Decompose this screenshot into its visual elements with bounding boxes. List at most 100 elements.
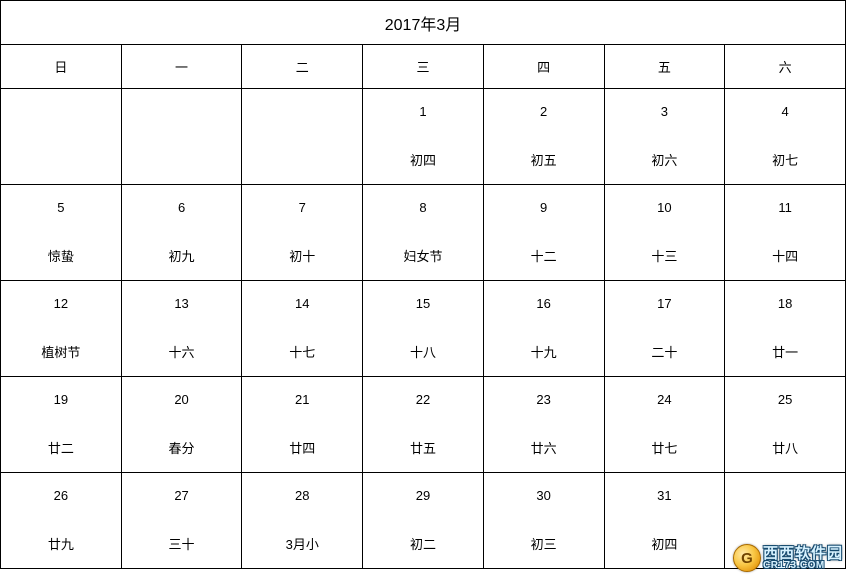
calendar-day-cell: 22 廿五 — [363, 377, 484, 473]
gregorian-date: 15 — [416, 296, 430, 311]
gregorian-date: 26 — [54, 488, 68, 503]
calendar-day-cell: 7 初十 — [242, 185, 363, 281]
lunar-label: 廿五 — [410, 438, 436, 457]
calendar-day-cell: 21廿四 — [242, 377, 363, 473]
gregorian-date: 27 — [174, 488, 188, 503]
calendar-day-cell: 5 惊蛰 — [1, 185, 122, 281]
lunar-label: 廿七 — [651, 438, 677, 457]
gregorian-date: 19 — [54, 392, 68, 407]
calendar-day-cell: 6初九 — [121, 185, 242, 281]
dow-mon: 一 — [121, 45, 242, 89]
calendar-week-row: 5 惊蛰 6初九 7 初十 8 妇女节 9 十二 10 十三 11 十四 — [1, 185, 846, 281]
lunar-label: 初二 — [410, 534, 436, 553]
calendar-day-cell: 26 廿九 — [1, 473, 122, 569]
gregorian-date: 30 — [536, 488, 550, 503]
calendar-week-row: 26 廿九 27 三十 28 3月小 29 初二 30 初三 31初四 — [1, 473, 846, 569]
gregorian-date: 9 — [540, 200, 547, 215]
lunar-label: 廿八 — [772, 438, 798, 457]
calendar-week-row: 19 廿二 20 春分 21廿四 22 廿五 23 廿六 24 廿七 25 廿八 — [1, 377, 846, 473]
gregorian-date: 20 — [174, 392, 188, 407]
calendar-day-cell: 1 初四 — [363, 89, 484, 185]
gregorian-date: 17 — [657, 296, 671, 311]
calendar-day-cell: 12 植树节 — [1, 281, 122, 377]
lunar-label: 十四 — [772, 246, 798, 265]
gregorian-date: 5 — [57, 200, 64, 215]
calendar-day-cell: 10 十三 — [604, 185, 725, 281]
lunar-label: 3月小 — [286, 534, 319, 553]
calendar-day-cell: 27 三十 — [121, 473, 242, 569]
lunar-label: 初十 — [289, 246, 315, 265]
gregorian-date: 8 — [419, 200, 426, 215]
calendar-title: 2017年3月 — [1, 1, 846, 45]
calendar-day-cell: 23 廿六 — [483, 377, 604, 473]
calendar-day-cell: 28 3月小 — [242, 473, 363, 569]
lunar-label: 十八 — [410, 342, 436, 361]
lunar-label: 惊蛰 — [48, 246, 74, 265]
gregorian-date: 11 — [778, 200, 792, 215]
calendar-day-cell: 25 廿八 — [725, 377, 846, 473]
calendar-day-cell — [1, 89, 122, 185]
dow-fri: 五 — [604, 45, 725, 89]
lunar-label: 春分 — [169, 438, 195, 457]
lunar-label: 十七 — [289, 342, 315, 361]
lunar-label: 初四 — [410, 150, 436, 169]
calendar-day-cell: 17 二十 — [604, 281, 725, 377]
lunar-label: 初九 — [169, 246, 195, 265]
calendar-day-cell: 15 十八 — [363, 281, 484, 377]
gregorian-date: 1 — [419, 104, 426, 119]
calendar-day-cell — [242, 89, 363, 185]
calendar-day-cell: 24 廿七 — [604, 377, 725, 473]
gregorian-date: 28 — [295, 488, 309, 503]
lunar-label: 二十 — [651, 342, 677, 361]
calendar-day-cell: 9 十二 — [483, 185, 604, 281]
gregorian-date: 24 — [657, 392, 671, 407]
dow-sun: 日 — [1, 45, 122, 89]
lunar-label: 十二 — [531, 246, 557, 265]
dow-tue: 二 — [242, 45, 363, 89]
gregorian-date: 12 — [54, 296, 68, 311]
calendar-day-cell: 2 初五 — [483, 89, 604, 185]
lunar-label: 初三 — [531, 534, 557, 553]
lunar-label: 廿一 — [772, 342, 798, 361]
lunar-label: 廿六 — [531, 438, 557, 457]
gregorian-date: 10 — [657, 200, 671, 215]
gregorian-date: 18 — [778, 296, 792, 311]
gregorian-date: 7 — [299, 200, 306, 215]
calendar-day-cell: 31初四 — [604, 473, 725, 569]
lunar-label: 植树节 — [41, 342, 80, 361]
calendar-day-cell: 8 妇女节 — [363, 185, 484, 281]
lunar-label: 初七 — [772, 150, 798, 169]
lunar-label: 廿二 — [48, 438, 74, 457]
gregorian-date: 3 — [661, 104, 668, 119]
gregorian-date: 13 — [174, 296, 188, 311]
calendar-day-cell: 3 初六 — [604, 89, 725, 185]
lunar-label: 三十 — [169, 534, 195, 553]
gregorian-date: 4 — [781, 104, 788, 119]
calendar-week-row: 1 初四 2 初五 3 初六 4 初七 — [1, 89, 846, 185]
calendar-day-cell — [121, 89, 242, 185]
calendar-day-cell: 19 廿二 — [1, 377, 122, 473]
gregorian-date: 21 — [295, 392, 309, 407]
gregorian-date: 22 — [416, 392, 430, 407]
lunar-label: 初六 — [651, 150, 677, 169]
gregorian-date: 14 — [295, 296, 309, 311]
calendar-day-cell: 13十六 — [121, 281, 242, 377]
gregorian-date: 31 — [657, 488, 671, 503]
lunar-label: 十三 — [651, 246, 677, 265]
gregorian-date: 23 — [536, 392, 550, 407]
lunar-label: 妇女节 — [403, 246, 442, 265]
calendar-day-cell: 18 廿一 — [725, 281, 846, 377]
calendar-day-cell: 14 十七 — [242, 281, 363, 377]
dow-thu: 四 — [483, 45, 604, 89]
dow-sat: 六 — [725, 45, 846, 89]
gregorian-date: 25 — [778, 392, 792, 407]
gregorian-date: 29 — [416, 488, 430, 503]
gregorian-date: 16 — [536, 296, 550, 311]
calendar-table: 2017年3月 日 一 二 三 四 五 六 1 初四 2 初五 3 初六 4 初七 5 惊蛰 6初九… — [0, 0, 846, 569]
calendar-day-cell: 4 初七 — [725, 89, 846, 185]
lunar-label: 廿九 — [48, 534, 74, 553]
lunar-label: 初五 — [531, 150, 557, 169]
calendar-week-row: 12植树节13十六14十七15十八16十九17二十18廿一 — [1, 281, 846, 377]
dow-wed: 三 — [363, 45, 484, 89]
gregorian-date: 2 — [540, 104, 547, 119]
